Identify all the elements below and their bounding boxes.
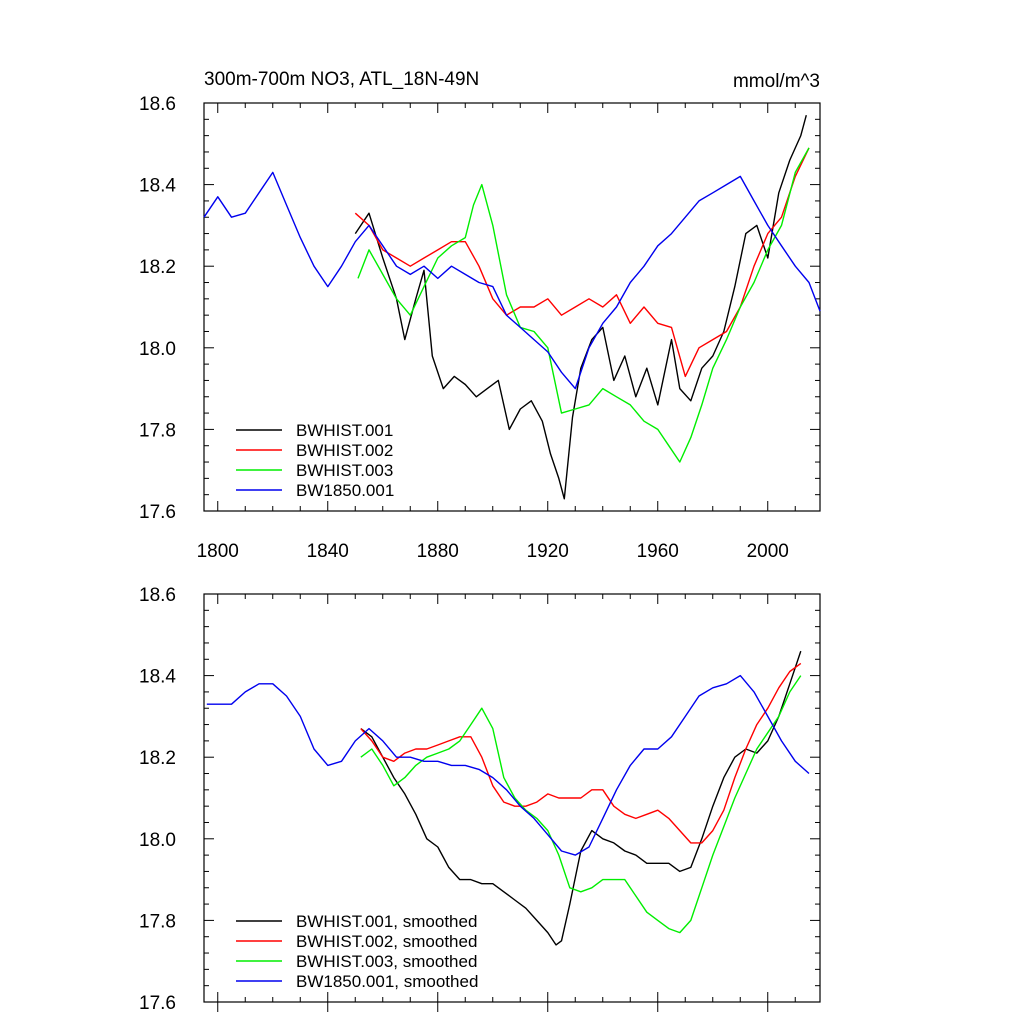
y-tick-label: 18.4 <box>139 667 176 688</box>
series-line-3 <box>357 147 810 463</box>
legend-label: BWHIST.003, smoothed <box>296 952 477 971</box>
y-tick-label: 18.6 <box>139 585 176 606</box>
x-tick-label: 1800 <box>197 541 239 562</box>
series-line-1 <box>354 115 807 500</box>
y-tick-label: 17.6 <box>139 993 176 1014</box>
legend-label: BW1850.001, smoothed <box>296 972 478 991</box>
legend-label: BW1850.001 <box>296 481 394 500</box>
y-tick-label: 17.8 <box>139 911 176 932</box>
y-tick-label: 18.2 <box>139 748 176 769</box>
y-tick-label: 18.0 <box>139 339 176 360</box>
legend-label: BWHIST.001 <box>296 421 393 440</box>
series-line-3 <box>360 675 802 934</box>
x-tick-label: 1920 <box>527 541 569 562</box>
y-tick-label: 18.2 <box>139 257 176 278</box>
chart-title: 300m-700m NO3, ATL_18N-49N <box>204 69 479 90</box>
bottom-panel: 17.6 17.8 18.0 18.2 18.4 18.6 BWHIST.001, smo… <box>139 585 821 1014</box>
series-line-2 <box>354 147 810 378</box>
y-tick-label: 17.8 <box>139 420 176 441</box>
y-tick-label: 18.6 <box>139 94 176 115</box>
bottom-plot-frame <box>203 593 821 1003</box>
y-tick-label: 18.4 <box>139 176 176 197</box>
y-tick-label: 17.6 <box>139 502 176 523</box>
x-tick-label: 1840 <box>307 541 349 562</box>
x-tick-label: 1960 <box>637 541 679 562</box>
units-label: mmol/m^3 <box>733 71 820 92</box>
x-tick-label: 1880 <box>417 541 459 562</box>
legend-label: BWHIST.003 <box>296 461 393 480</box>
y-tick-label: 18.0 <box>139 830 176 851</box>
top-plot-frame <box>203 102 821 512</box>
legend-label: BWHIST.001, smoothed <box>296 912 477 931</box>
legend-label: BWHIST.002, smoothed <box>296 932 477 951</box>
series-line-4 <box>206 674 810 856</box>
series-line-1 <box>360 650 802 946</box>
series-line-4 <box>203 171 821 390</box>
series-line-2 <box>360 662 802 844</box>
top-panel: 17.6 17.8 18.0 18.2 18.4 18.6 1800 1840 1880 192… <box>139 94 821 562</box>
legend-label: BWHIST.002 <box>296 441 393 460</box>
x-tick-label: 2000 <box>747 541 789 562</box>
